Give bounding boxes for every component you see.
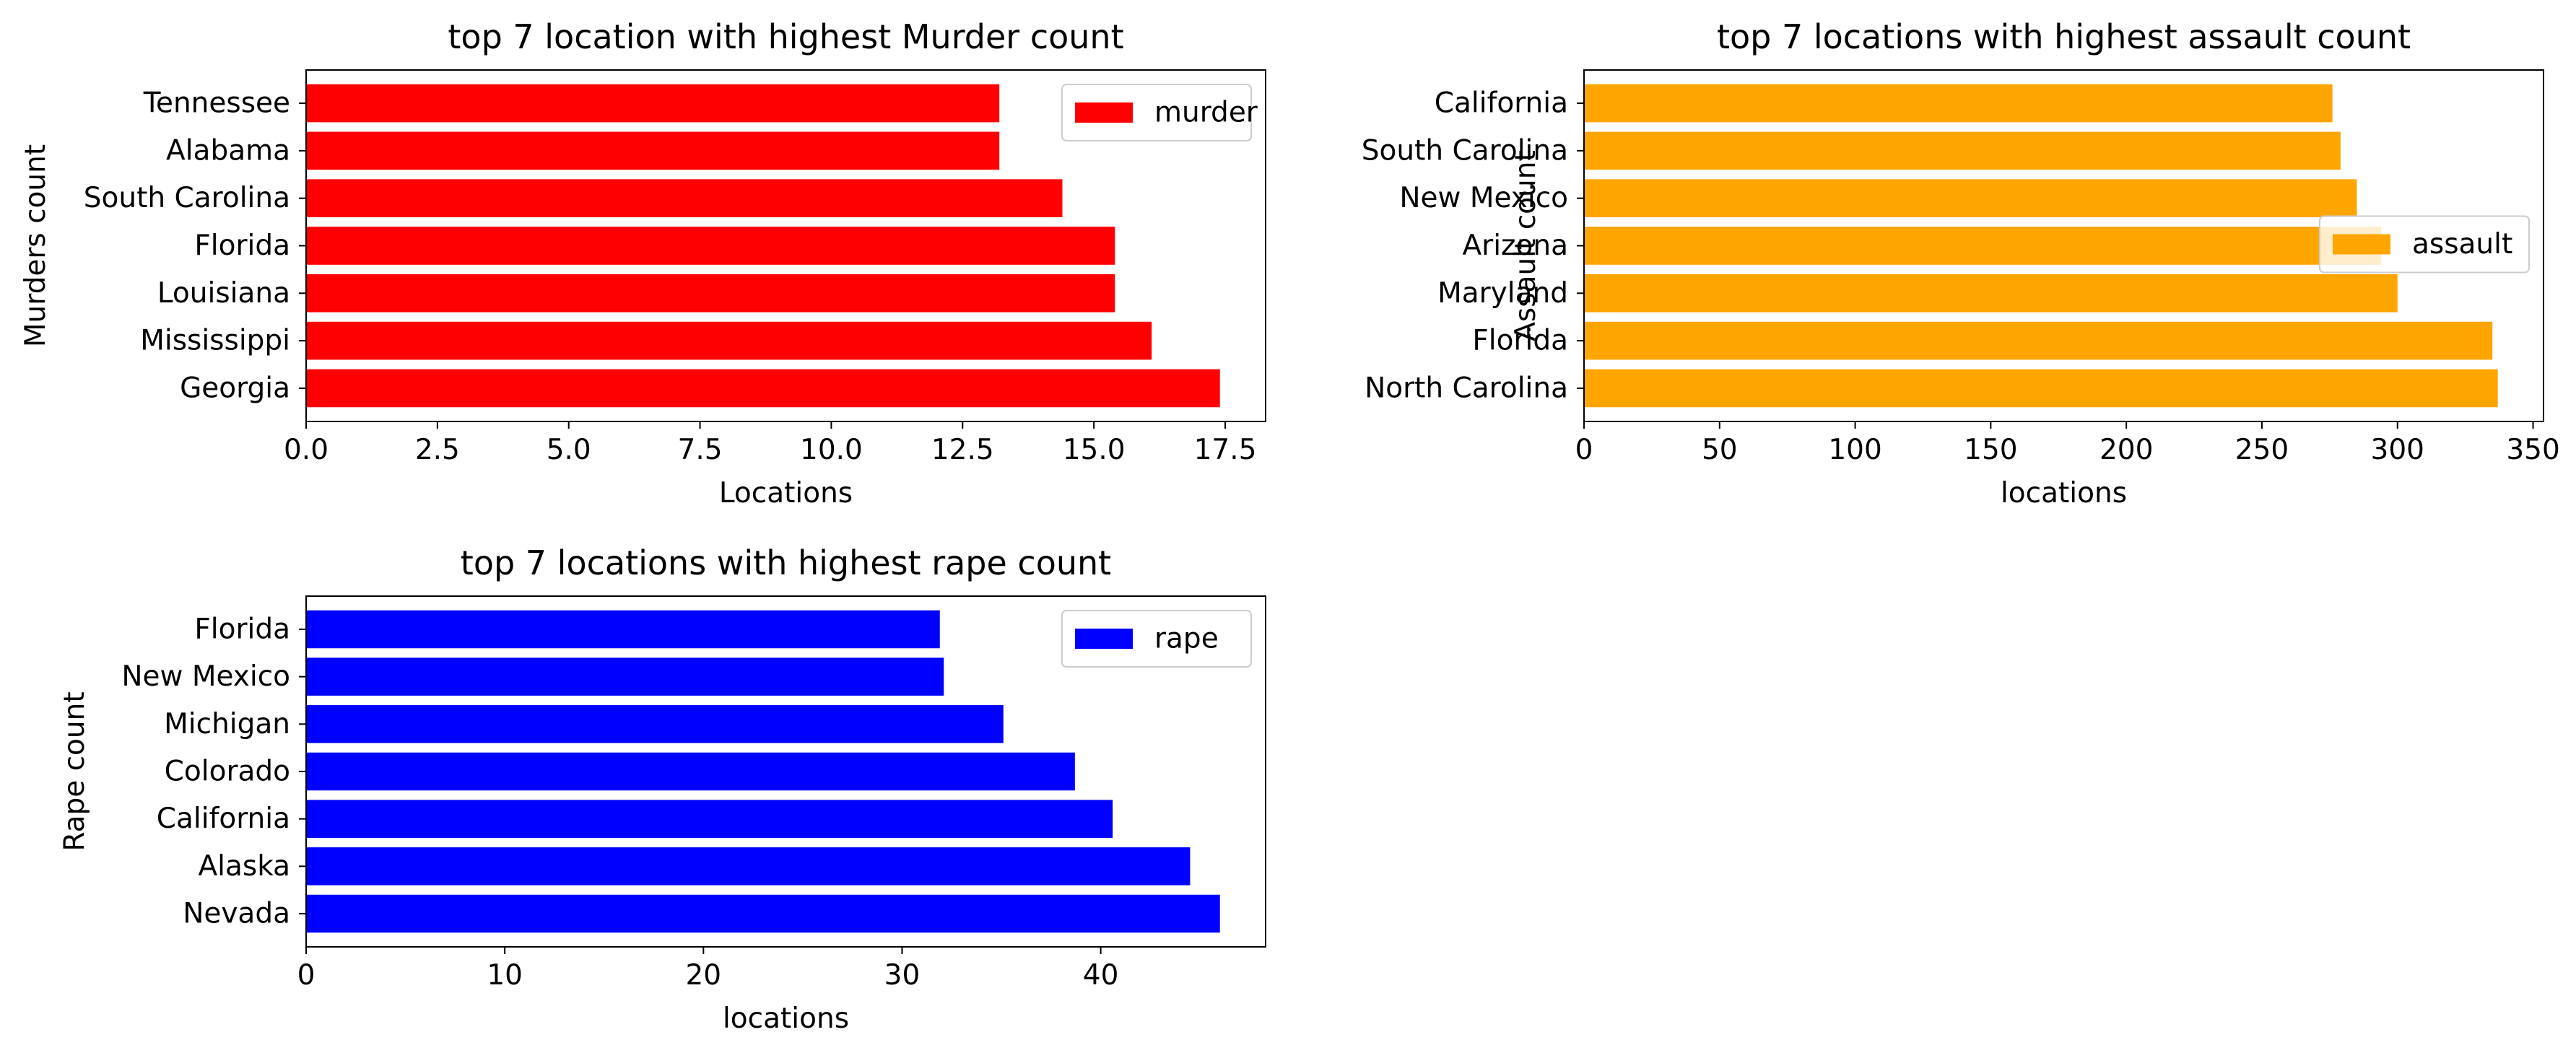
- x-tick-label: 10.0: [800, 434, 863, 466]
- y-tick-label: Georgia: [180, 372, 290, 404]
- bar-florida: [1584, 321, 2493, 360]
- chart-title: top 7 location with highest Murder count: [448, 17, 1123, 56]
- x-tick-label: 40: [1083, 959, 1119, 992]
- y-tick-label: Louisiana: [157, 277, 290, 310]
- x-tick-label: 250: [2235, 434, 2289, 466]
- x-tick-label: 0: [1575, 434, 1593, 466]
- bar-arizona: [1584, 227, 2382, 265]
- bar-michigan: [306, 705, 1004, 743]
- y-tick-label: New Mexico: [121, 660, 290, 693]
- y-axis-label: Assault count: [1510, 150, 1542, 341]
- y-tick-label: Michigan: [164, 708, 290, 740]
- y-tick-label: Tennessee: [143, 87, 290, 120]
- legend-box: [1061, 84, 1252, 141]
- bar-florida: [306, 227, 1115, 265]
- y-axis-label: Murders count: [19, 144, 52, 347]
- x-tick-label: 2.5: [415, 434, 460, 466]
- x-tick-label: 12.5: [931, 434, 994, 466]
- bar-alaska: [306, 847, 1191, 886]
- x-tick-label: 150: [1964, 434, 2017, 466]
- y-tick-label: Mississippi: [140, 325, 290, 357]
- x-axis-label: locations: [723, 1002, 849, 1035]
- bar-tennessee: [306, 84, 1000, 123]
- y-tick-label: Arizona: [1463, 229, 1569, 262]
- chart-title: top 7 locations with highest rape count: [461, 543, 1111, 582]
- legend-swatch: [1075, 102, 1133, 123]
- y-tick-label: Maryland: [1437, 277, 1568, 310]
- bar-colorado: [306, 752, 1075, 791]
- y-tick-label: South Carolina: [84, 182, 290, 214]
- x-axis-label: locations: [2001, 477, 2127, 510]
- bar-new-mexico: [306, 657, 944, 696]
- y-tick-label: Colorado: [165, 756, 290, 788]
- x-tick-label: 30: [884, 959, 921, 992]
- chart-title: top 7 locations with highest assault cou…: [1717, 17, 2411, 56]
- x-tick-label: 20: [685, 959, 721, 992]
- x-tick-label: 300: [2371, 434, 2424, 466]
- legend-box: [2319, 215, 2530, 274]
- x-tick-label: 7.5: [678, 434, 723, 466]
- x-tick-label: 0.0: [284, 434, 328, 466]
- x-tick-label: 0: [297, 959, 316, 992]
- y-tick-label: Alaska: [198, 850, 290, 883]
- x-tick-label: 200: [2099, 434, 2153, 466]
- legend-swatch: [2333, 234, 2390, 255]
- bar-south-carolina: [306, 179, 1063, 218]
- y-tick-label: South Carolina: [1362, 134, 1568, 167]
- x-tick-label: 350: [2506, 434, 2559, 466]
- bar-new-mexico: [1584, 179, 2357, 218]
- y-tick-label: Alabama: [166, 134, 290, 167]
- legend-label: assault: [2412, 228, 2512, 261]
- y-tick-label: California: [1435, 87, 1568, 120]
- y-tick-label: Florida: [1472, 325, 1568, 357]
- bar-florida: [306, 610, 940, 649]
- y-tick-label: North Carolina: [1365, 372, 1568, 404]
- bar-north-carolina: [1584, 369, 2498, 408]
- legend-box: [1061, 610, 1252, 668]
- bar-california: [306, 800, 1113, 838]
- bar-nevada: [306, 894, 1220, 933]
- bar-mississippi: [306, 321, 1152, 360]
- x-tick-label: 17.5: [1194, 434, 1257, 466]
- bar-alabama: [306, 131, 1000, 170]
- y-tick-label: Florida: [194, 613, 290, 645]
- bar-maryland: [1584, 274, 2398, 312]
- x-tick-label: 10: [487, 959, 523, 992]
- y-tick-label: California: [157, 803, 290, 835]
- y-tick-label: New Mexico: [1399, 182, 1568, 214]
- x-axis-label: Locations: [719, 477, 853, 510]
- y-tick-label: Nevada: [183, 898, 290, 930]
- legend-swatch: [1075, 629, 1133, 649]
- legend-label: rape: [1154, 623, 1219, 655]
- y-tick-label: Florida: [194, 229, 290, 262]
- y-axis-label: Rape count: [58, 691, 91, 851]
- x-tick-label: 50: [1702, 434, 1738, 466]
- bar-georgia: [306, 369, 1220, 408]
- bar-south-carolina: [1584, 131, 2341, 170]
- legend-label: murder: [1154, 97, 1258, 129]
- bar-california: [1584, 84, 2333, 123]
- bar-louisiana: [306, 274, 1115, 312]
- x-tick-label: 5.0: [547, 434, 591, 466]
- x-tick-label: 100: [1828, 434, 1881, 466]
- x-tick-label: 15.0: [1063, 434, 1126, 466]
